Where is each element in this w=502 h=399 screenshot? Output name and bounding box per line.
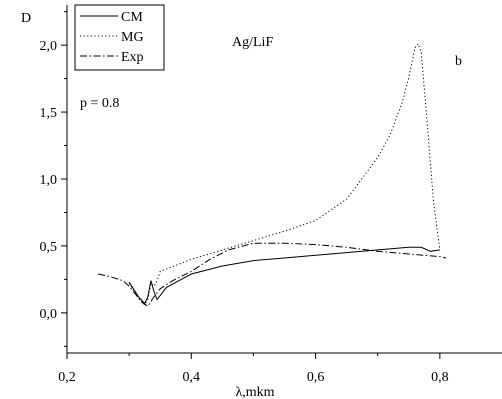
y-tick-label: 0,0 <box>40 307 58 322</box>
y-tick-label: 2,0 <box>40 39 58 54</box>
y-tick-label: 1,5 <box>40 106 58 121</box>
legend: CM MG Exp <box>74 4 165 71</box>
x-tick-label: 0,6 <box>307 370 325 385</box>
series-layer <box>97 42 447 307</box>
y-tick-label: 0,5 <box>40 240 58 255</box>
x-tick-label: 0,4 <box>183 370 201 385</box>
series-line-cm <box>128 246 440 305</box>
y-ticks: 0,0 0,5 1,0 1,5 2,0 <box>40 11 67 347</box>
legend-label-cm: CM <box>121 10 143 25</box>
panel-label: b <box>455 54 462 69</box>
x-tick-label: 0,8 <box>431 370 449 385</box>
x-tick-label: 0,2 <box>58 370 76 385</box>
y-tick-label: 1,0 <box>40 173 58 188</box>
legend-label-exp: Exp <box>121 50 144 65</box>
series-line-exp <box>97 242 447 307</box>
series-line-mg <box>128 42 441 306</box>
legend-label-mg: MG <box>121 30 144 45</box>
x-axis-label: λ,mkm <box>235 385 274 399</box>
x-ticks: 0,2 0,4 0,6 0,8 <box>58 353 449 385</box>
legend-box <box>74 4 165 71</box>
y-axis-label: D <box>21 11 31 26</box>
chart-title: Ag/LiF <box>232 35 273 50</box>
parameter-annotation: p = 0.8 <box>80 96 119 111</box>
